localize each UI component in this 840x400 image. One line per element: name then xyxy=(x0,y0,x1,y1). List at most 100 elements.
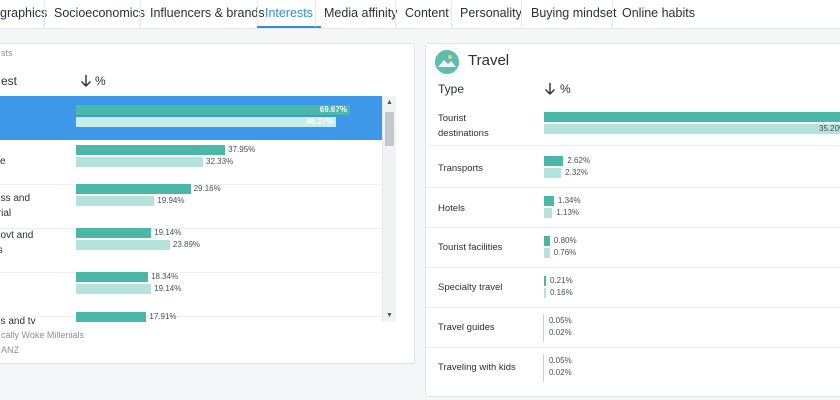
table-row[interactable]: Traveling with kids 0.05% 0.02% xyxy=(426,348,840,387)
value-label: 19.94% xyxy=(157,196,185,205)
row-label: ess and trial xyxy=(0,193,31,219)
table-row[interactable]: es and tv 17.91% xyxy=(0,304,387,326)
row-label: es and tv xyxy=(0,316,36,326)
tab-separator xyxy=(257,0,258,27)
tab-bar: graphics Socioeconomics Influencers & br… xyxy=(0,0,840,29)
value-label: 1.34% xyxy=(557,196,581,205)
scroll-thumb[interactable] xyxy=(385,112,394,146)
tab-separator xyxy=(44,0,45,27)
table-row[interactable]: Travel guides 0.05% 0.02% xyxy=(426,308,840,348)
travel-panel: Travel Type % Tourist destinations 35.20… xyxy=(425,43,840,397)
row-label: Tourist facilities xyxy=(438,242,503,253)
row-label: Hotels xyxy=(438,203,465,214)
row-label: Specialty travel xyxy=(438,282,503,293)
value-label: 0.76% xyxy=(553,248,577,257)
bar-primary xyxy=(76,184,191,194)
tab-separator xyxy=(521,0,522,27)
bar-primary xyxy=(76,105,350,115)
table-row[interactable]: ess and trial 29.16% 19.94% xyxy=(0,184,387,229)
bar-primary xyxy=(544,196,554,206)
bar-primary xyxy=(76,228,152,238)
row-label: Tourist destinations xyxy=(438,113,489,139)
value-label: 37.95% xyxy=(228,145,256,154)
audience-name: cally Woke Millenials xyxy=(1,330,84,340)
interests-panel: sts est % l 69.67% 66.27% ce 37.95% 32.3… xyxy=(0,43,415,364)
table-row[interactable]: ce 37.95% 32.33% xyxy=(0,140,387,185)
sort-down-icon[interactable] xyxy=(544,82,556,96)
value-label: 19.14% xyxy=(154,228,182,237)
value-label: 23.89% xyxy=(172,240,201,249)
tab-socioeconomics[interactable]: Socioeconomics xyxy=(54,6,146,20)
tab-media-affinity[interactable]: Media affinity xyxy=(324,6,398,20)
tab-separator xyxy=(140,0,141,27)
tab-buying-mindset[interactable]: Buying mindset xyxy=(531,6,617,20)
value-label: 18.34% xyxy=(151,272,179,281)
value-label: 2.32% xyxy=(565,168,588,177)
tab-separator xyxy=(315,0,316,27)
bar-secondary xyxy=(76,157,204,167)
percent-column-header[interactable]: % xyxy=(95,74,106,88)
bar-secondary xyxy=(544,248,550,258)
bar-primary xyxy=(76,312,147,322)
interest-column-header[interactable]: est xyxy=(1,74,18,88)
table-row[interactable]: Tourist facilities 0.80% 0.76% xyxy=(426,228,840,268)
panel-title: Travel xyxy=(468,52,510,69)
value-label: 0.21% xyxy=(550,276,573,285)
value-label: 17.91% xyxy=(149,312,177,321)
bar-secondary xyxy=(544,208,553,218)
value-label: 29.16% xyxy=(193,184,221,193)
table-row[interactable]: Hotels 1.34% 1.13% xyxy=(426,188,840,228)
tab-separator xyxy=(395,0,396,27)
bar-secondary xyxy=(544,288,546,298)
table-row[interactable]: Tourist destinations 35.20% xyxy=(426,106,840,146)
zero-line xyxy=(543,314,544,342)
bar-primary xyxy=(544,156,564,166)
tab-influencers-brands[interactable]: Influencers & brands xyxy=(150,6,265,20)
row-label: Traveling with kids xyxy=(438,362,516,373)
row-label: ce xyxy=(0,156,6,167)
bar-secondary xyxy=(76,196,155,206)
value-label: 0.16% xyxy=(550,288,573,297)
bar-primary xyxy=(544,276,546,286)
scrollbar[interactable]: ▲ ▼ xyxy=(382,96,396,322)
audience-region: ANZ xyxy=(1,345,19,355)
tab-separator xyxy=(612,0,613,27)
value-label: 0.02% xyxy=(549,328,572,337)
row-label: govt and ts xyxy=(0,230,34,256)
tab-interests[interactable]: Interests xyxy=(257,0,321,28)
travel-icon xyxy=(435,50,459,74)
value-label: 35.20% xyxy=(819,124,840,133)
value-label: 2.62% xyxy=(567,156,591,165)
bar-primary xyxy=(76,145,226,155)
bar-primary xyxy=(544,112,840,122)
type-column-header[interactable]: Type xyxy=(438,82,465,96)
row-label: Transports xyxy=(438,163,484,174)
tab-content[interactable]: Content xyxy=(405,6,449,20)
value-label: 0.05% xyxy=(549,316,572,325)
zero-line xyxy=(543,354,544,382)
breadcrumb[interactable]: sts xyxy=(1,48,13,58)
value-label: 19.14% xyxy=(154,284,182,293)
value-label: 0.05% xyxy=(549,356,572,365)
value-label: 66.27% xyxy=(306,117,334,126)
scroll-up-icon[interactable]: ▲ xyxy=(386,99,393,106)
row-label: Travel guides xyxy=(438,322,495,333)
tab-demographics[interactable]: graphics xyxy=(0,6,48,20)
bar-secondary xyxy=(544,168,562,178)
table-row[interactable]: Transports 2.62% 2.32% xyxy=(426,148,840,188)
bar-secondary xyxy=(76,117,337,127)
table-row[interactable]: govt and ts 19.14% 23.89% xyxy=(0,228,387,273)
value-label: 69.67% xyxy=(319,105,347,114)
table-row[interactable]: 18.34% 19.14% xyxy=(0,272,387,317)
bar-secondary xyxy=(76,284,152,294)
table-row[interactable]: l 69.67% 66.27% xyxy=(0,96,387,140)
tab-separator xyxy=(451,0,452,27)
bar-primary xyxy=(544,236,550,246)
table-row[interactable]: Specialty travel 0.21% 0.16% xyxy=(426,268,840,308)
scroll-down-icon[interactable]: ▼ xyxy=(386,312,393,319)
value-label: 32.33% xyxy=(206,157,234,166)
sort-down-icon[interactable] xyxy=(80,74,92,88)
tab-online-habits[interactable]: Online habits xyxy=(622,6,695,20)
percent-column-header[interactable]: % xyxy=(560,82,571,96)
tab-personality[interactable]: Personality xyxy=(460,6,522,20)
